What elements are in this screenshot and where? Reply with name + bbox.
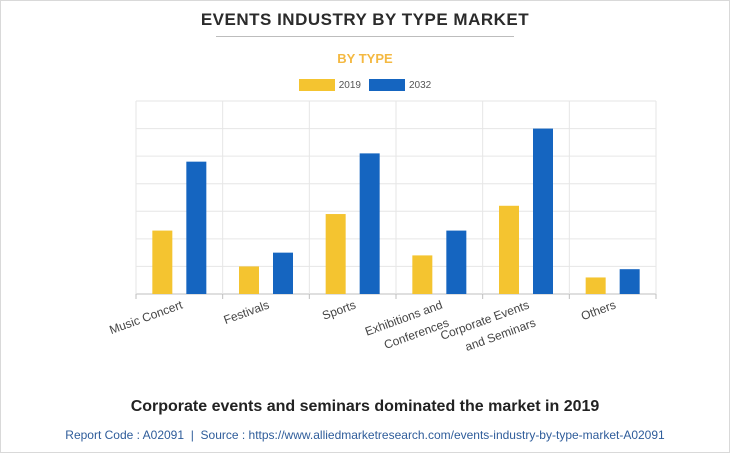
chart-subtitle: BY TYPE xyxy=(337,51,393,66)
x-tick-label: Corporate Eventsand Seminars xyxy=(438,298,537,361)
report-code: Report Code : A02091 xyxy=(65,428,185,442)
bar-2032-2 xyxy=(359,153,380,294)
chart-title: EVENTS INDUSTRY BY TYPE MARKET xyxy=(200,10,530,29)
x-tick-label: Sports xyxy=(320,298,357,323)
x-tick-label: Exhibitions andConferences xyxy=(363,298,451,357)
legend-item-2019[interactable]: 2019 xyxy=(298,79,361,91)
source-separator: | xyxy=(190,428,194,442)
legend-label-2019: 2019 xyxy=(338,79,361,91)
x-tick-label: Music Concert xyxy=(108,297,185,337)
legend-item-2032[interactable]: 2032 xyxy=(369,79,431,91)
bar-2019-3 xyxy=(412,255,433,294)
x-tick-label-line: Others xyxy=(579,298,618,323)
bar-2032-5 xyxy=(619,269,640,294)
source-line: Report Code : A02091 | Source : https://… xyxy=(0,428,730,442)
legend-label-2032: 2032 xyxy=(409,79,432,91)
source-url[interactable]: Source : https://www.alliedmarketresearc… xyxy=(200,428,665,442)
bar-2032-1 xyxy=(273,252,293,294)
bar-2032-3 xyxy=(446,230,467,294)
x-tick-label: Others xyxy=(579,298,618,323)
bar-2019-0 xyxy=(152,230,173,294)
x-tick-label-line: Festivals xyxy=(222,298,271,327)
legend-swatch-2032 xyxy=(369,79,405,91)
bar-2019-4 xyxy=(499,205,519,294)
legend-swatch-2019 xyxy=(298,79,335,91)
bar-2019-1 xyxy=(239,266,259,294)
bar-2032-4 xyxy=(533,128,553,294)
bar-2032-0 xyxy=(186,161,207,294)
bar-2019-5 xyxy=(585,277,606,294)
bar-2019-2 xyxy=(325,214,346,294)
x-tick-label: Festivals xyxy=(222,298,271,327)
chart-caption: Corporate events and seminars dominated … xyxy=(130,398,600,415)
x-tick-label-line: Music Concert xyxy=(108,297,185,337)
x-tick-label-line: Sports xyxy=(320,298,357,323)
title-divider xyxy=(216,36,514,37)
chart-legend: 2019 2032 xyxy=(0,79,730,91)
